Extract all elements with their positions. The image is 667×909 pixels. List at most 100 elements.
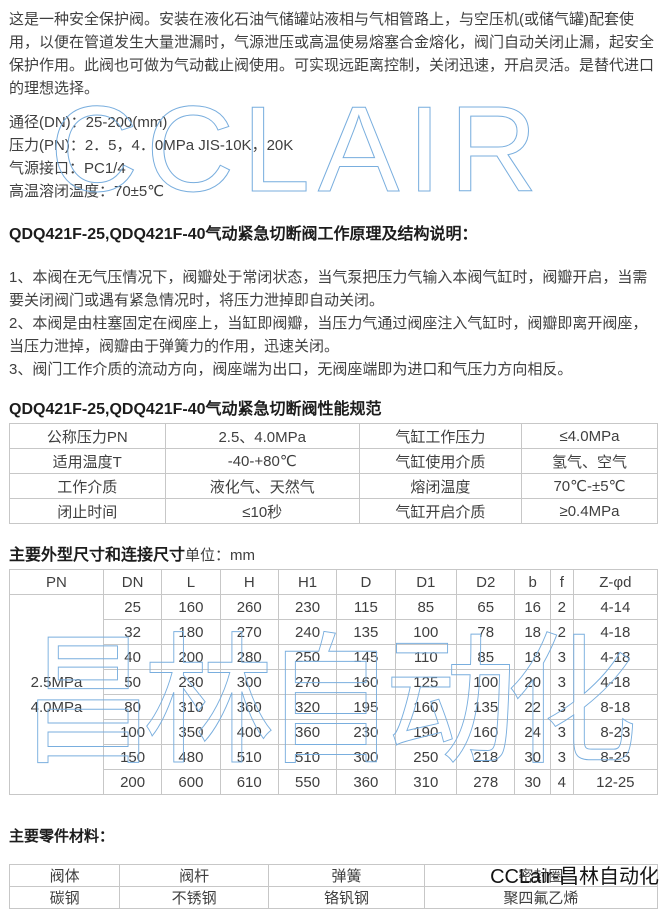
table-cell: 工作介质 [9,473,166,499]
table-cell: 3 [550,719,574,745]
table-cell: 135 [456,694,516,720]
table-cell: 24 [514,719,551,745]
table-cell: 360 [277,719,338,745]
list-item: 高温溶闭温度：70±5℃ [9,183,165,200]
table-cell: 160 [456,719,516,745]
table-cell: 4-18 [572,669,659,695]
table-cell: 610 [219,769,279,795]
principle-list: 1、本阀在无气压情况下，阀瓣处于常闭状态，当气泵把压力气输入本阀气缸时，阀瓣开启… [9,266,658,381]
table-cell: 300 [219,669,279,695]
table-cell: 310 [161,694,221,720]
table-cell: 78 [456,619,516,645]
table-cell: 145 [336,644,396,670]
table-row: 80 310 360 320 195 160 135 22 3 8-18 [10,694,659,720]
table-cell: 70℃-±5℃ [520,473,659,499]
table-cell: 2 [550,594,574,620]
table-cell: 适用温度T [9,448,166,474]
table-cell: 160 [336,669,396,695]
intro-paragraph: 这是一种安全保护阀。安装在液化石油气储罐站液相与气相管路上，与空压机(或储气罐)… [9,11,655,97]
table-cell: 12-25 [572,769,659,795]
performance-table-body: 公称压力PN 2.5、4.0MPa 气缸工作压力 ≤4.0MPa 适用温度T -40-+8… [9,423,659,524]
table-cell: 氢气、空气 [520,448,659,474]
column-header: L [161,569,221,595]
table-cell: 85 [456,644,516,670]
table-cell: 310 [394,769,458,795]
table-cell: 3 [550,644,574,670]
table-cell: 600 [161,769,221,795]
spec-list: 通径(DN)：25-200(mm) 压力(PN)：2．5，4．0MPa JIS-1… [9,111,658,203]
table-cell: 510 [219,744,279,770]
table-cell: ≤10秒 [164,498,360,524]
table-row: 适用温度T -40-+80℃ 气缸使用介质 氢气、空气 [9,448,659,474]
table-cell: 200 [102,769,163,795]
table-cell: 260 [219,594,279,620]
table-cell: 180 [161,619,221,645]
table-cell: 80 [102,694,163,720]
table-cell: 320 [277,694,338,720]
table-row: 100 350 400 360 230 190 160 24 3 8-23 [10,719,659,745]
table-cell: 50 [102,669,163,695]
table-cell: 不锈钢 [119,886,270,909]
table-row: 50 230 300 270 160 125 100 20 3 4-18 [10,669,659,695]
table-cell: 2 [550,619,574,645]
table-cell: 30 [514,769,551,795]
dimensions-heading: 主要外型尺寸和连接尺寸单位：mm [9,546,658,566]
table-cell: 3 [550,694,574,720]
pn-line: 2.5MPa [30,673,83,691]
table-cell: 铬钒钢 [268,886,425,909]
column-header: D2 [456,569,516,595]
table-cell: 气缸开启介质 [358,498,522,524]
table-cell: 190 [394,719,458,745]
table-cell: 400 [219,719,279,745]
table-cell: 230 [277,594,338,620]
table-row: 32 180 270 240 135 100 78 18 2 4-18 [10,619,659,645]
table-cell: 195 [336,694,396,720]
table-cell: 8-23 [572,719,659,745]
table-cell: 480 [161,744,221,770]
table-cell: 360 [219,694,279,720]
table-cell: 气缸使用介质 [358,448,522,474]
table-cell: 公称压力PN [9,423,166,449]
column-header: Z-φd [572,569,659,595]
table-cell: 250 [277,644,338,670]
list-item: 2、本阀是由柱塞固定在阀座上，当缸即阀瓣，当压力气通过阀座注入气缸时，阀瓣即离开… [9,315,648,355]
table-cell: 22 [514,694,551,720]
dimensions-heading-unit: 单位：mm [185,547,256,564]
table-cell: 40 [102,644,163,670]
column-header: f [550,569,574,595]
table-cell: 110 [394,644,458,670]
column-header: D1 [394,569,458,595]
table-cell: -40-+80℃ [164,448,360,474]
table-cell: 85 [394,594,458,620]
table-cell: 碳钢 [8,886,121,909]
table-cell: 278 [456,769,516,795]
list-item: 通径(DN)：25-200(mm) [9,114,168,131]
table-cell: 115 [336,594,396,620]
table-cell: 218 [456,744,516,770]
table-cell: 3 [550,744,574,770]
table-cell: 270 [219,619,279,645]
table-cell: 闭止时间 [9,498,166,524]
column-header: b [514,569,551,595]
table-cell: 160 [161,594,221,620]
list-item: 压力(PN)：2．5，4．0MPa JIS-10K，20K [9,137,294,154]
column-header: DN [102,569,163,595]
table-cell: 230 [336,719,396,745]
table-cell: 8-25 [572,744,659,770]
table-cell: 阀体 [8,864,121,887]
column-header: PN [9,569,104,595]
table-cell: 100 [394,619,458,645]
table-cell: 2.5、4.0MPa [164,423,360,449]
dimensions-table: PN DN L H H1 D D1 D2 b f Z-φd 2.5MPa 4.0MPa 25 160 260… [9,569,659,795]
dimensions-table-head: PN DN L H H1 D D1 D2 b f Z-φd [9,569,659,595]
table-cell: 135 [336,619,396,645]
table-cell: 8-18 [572,694,659,720]
table-cell: 270 [277,669,338,695]
table-cell: 550 [277,769,338,795]
dimensions-heading-bold: 主要外型尺寸和连接尺寸 [9,547,186,564]
table-cell: 30 [514,744,551,770]
table-cell: 350 [161,719,221,745]
table-cell: 32 [102,619,163,645]
table-cell: 510 [277,744,338,770]
